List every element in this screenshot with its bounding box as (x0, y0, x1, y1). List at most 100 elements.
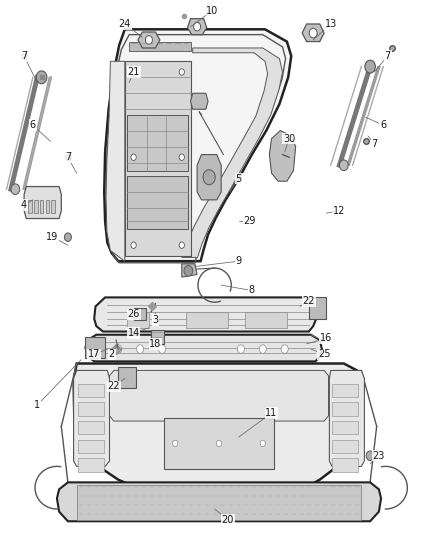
Text: 11: 11 (265, 408, 278, 418)
Bar (332, 458, 358, 472)
Text: 3: 3 (152, 315, 159, 325)
Polygon shape (184, 265, 193, 276)
Text: 9: 9 (236, 256, 242, 266)
Text: 6: 6 (380, 120, 386, 130)
Polygon shape (104, 29, 291, 261)
Text: 29: 29 (244, 216, 256, 226)
Polygon shape (173, 440, 178, 447)
Text: 14: 14 (127, 328, 140, 338)
Text: 17: 17 (88, 350, 100, 359)
Text: 26: 26 (127, 310, 140, 319)
Polygon shape (57, 482, 381, 521)
Polygon shape (145, 36, 152, 44)
Text: 7: 7 (371, 139, 378, 149)
Polygon shape (85, 335, 322, 361)
Text: 18: 18 (149, 339, 162, 349)
Text: 25: 25 (318, 350, 330, 359)
Polygon shape (182, 48, 283, 257)
Polygon shape (182, 264, 197, 277)
Text: 12: 12 (333, 206, 346, 215)
Text: 4: 4 (21, 200, 27, 210)
Bar (40, 200, 43, 213)
Polygon shape (125, 61, 191, 256)
Polygon shape (64, 233, 71, 241)
Polygon shape (187, 19, 207, 35)
Bar (34, 200, 38, 213)
Polygon shape (129, 42, 191, 51)
Polygon shape (197, 155, 221, 200)
Bar (78, 440, 104, 453)
Text: 10: 10 (206, 6, 219, 15)
Polygon shape (106, 61, 125, 261)
Polygon shape (191, 93, 208, 109)
Text: 2: 2 (109, 350, 115, 359)
Polygon shape (110, 370, 328, 421)
Bar (28, 200, 32, 213)
Polygon shape (203, 170, 215, 184)
Polygon shape (339, 160, 348, 171)
Text: 21: 21 (127, 67, 140, 77)
Text: 8: 8 (249, 286, 255, 295)
Bar (85, 337, 105, 358)
Polygon shape (269, 131, 296, 181)
Text: 19: 19 (46, 232, 59, 242)
Polygon shape (194, 22, 201, 31)
Text: 7: 7 (21, 51, 27, 61)
Polygon shape (281, 345, 288, 353)
Polygon shape (179, 242, 184, 248)
Text: 7: 7 (385, 51, 391, 61)
Bar (332, 440, 358, 453)
Polygon shape (94, 297, 318, 332)
Polygon shape (237, 345, 244, 353)
Text: 16: 16 (320, 334, 332, 343)
Bar (78, 458, 104, 472)
Text: 24: 24 (119, 19, 131, 29)
Bar (332, 402, 358, 416)
Polygon shape (260, 440, 265, 447)
Polygon shape (138, 32, 160, 48)
Polygon shape (329, 370, 364, 466)
Polygon shape (11, 184, 20, 195)
Bar (78, 384, 104, 397)
Polygon shape (74, 364, 361, 495)
Text: 22: 22 (303, 296, 315, 306)
Polygon shape (77, 485, 361, 520)
Bar (151, 330, 164, 344)
Polygon shape (127, 115, 188, 171)
Bar (134, 308, 146, 320)
Polygon shape (137, 345, 144, 353)
Bar (46, 200, 49, 213)
Bar (245, 312, 287, 328)
Polygon shape (131, 69, 136, 75)
Bar (78, 402, 104, 416)
Polygon shape (365, 60, 375, 73)
Bar (118, 367, 136, 388)
Text: 13: 13 (325, 19, 337, 29)
Polygon shape (159, 345, 166, 353)
Polygon shape (179, 69, 184, 75)
Polygon shape (36, 71, 47, 84)
Polygon shape (74, 370, 110, 466)
Text: 20: 20 (222, 515, 234, 524)
Polygon shape (309, 28, 317, 38)
Polygon shape (127, 176, 188, 229)
Polygon shape (302, 24, 324, 42)
Polygon shape (115, 345, 122, 353)
Bar (78, 421, 104, 434)
Polygon shape (131, 154, 136, 160)
Text: 22: 22 (108, 382, 120, 391)
Polygon shape (366, 451, 374, 461)
Polygon shape (24, 187, 61, 219)
Bar (332, 421, 358, 434)
Text: 30: 30 (283, 134, 295, 143)
Bar (309, 297, 326, 319)
Text: 23: 23 (373, 451, 385, 461)
Bar (51, 200, 55, 213)
Bar (332, 384, 358, 397)
Polygon shape (131, 242, 136, 248)
Polygon shape (259, 345, 266, 353)
Text: 7: 7 (65, 152, 71, 162)
Text: 1: 1 (34, 400, 40, 410)
Polygon shape (179, 154, 184, 160)
Text: 5: 5 (236, 174, 242, 183)
